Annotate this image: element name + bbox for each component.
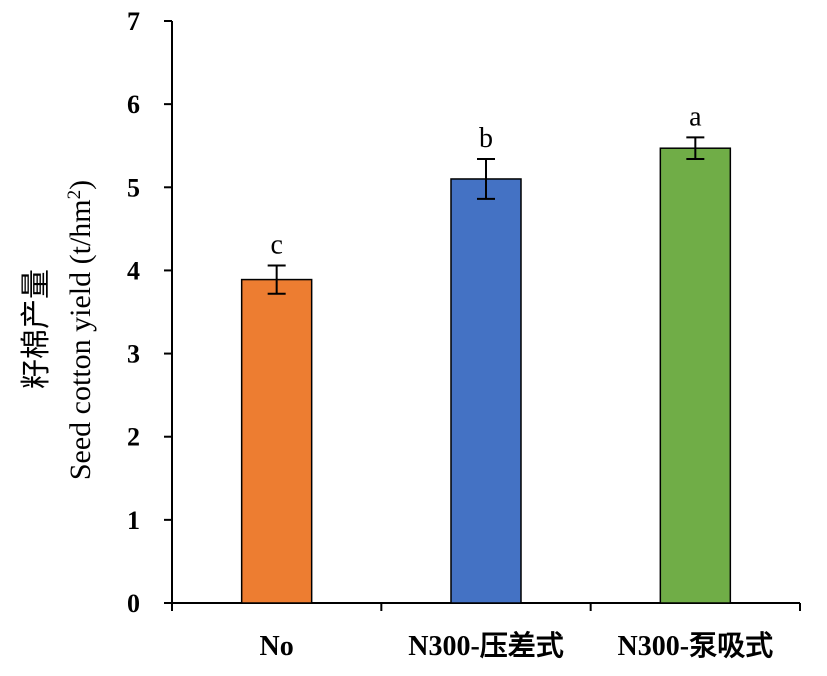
error-bars bbox=[267, 136, 705, 295]
y-axis-title-superscript: 2 bbox=[64, 190, 85, 200]
category-label: N300-压差式 bbox=[408, 629, 564, 662]
significance-label: b bbox=[479, 123, 493, 154]
y-tick-label: 2 bbox=[127, 423, 140, 452]
bars bbox=[240, 147, 732, 604]
y-tick-label: 4 bbox=[127, 256, 140, 285]
y-tick-label: 6 bbox=[127, 90, 140, 119]
category-label: No bbox=[260, 631, 294, 662]
y-axis-title-close: ) bbox=[64, 180, 97, 190]
bar bbox=[659, 147, 732, 604]
y-axis-title-chinese: 籽棉产量 bbox=[20, 269, 53, 389]
category-label: N300-泵吸式 bbox=[618, 630, 774, 662]
significance-label: c bbox=[270, 229, 282, 260]
labels: c No b N300-压差式 a N300-泵吸式 bbox=[260, 101, 774, 662]
y-axis-title-main: Seed cotton yield (t/hm bbox=[64, 199, 97, 480]
y-tick-label: 5 bbox=[127, 173, 140, 202]
y-tick-label: 0 bbox=[127, 589, 140, 618]
y-axis-title-english: Seed cotton yield (t/hm2) bbox=[64, 180, 98, 480]
y-tick-label: 3 bbox=[127, 340, 140, 369]
bar bbox=[450, 178, 522, 604]
y-tick-label: 7 bbox=[127, 7, 140, 36]
bar bbox=[240, 278, 313, 604]
significance-label: a bbox=[689, 101, 702, 132]
y-tick-label: 1 bbox=[127, 506, 140, 535]
